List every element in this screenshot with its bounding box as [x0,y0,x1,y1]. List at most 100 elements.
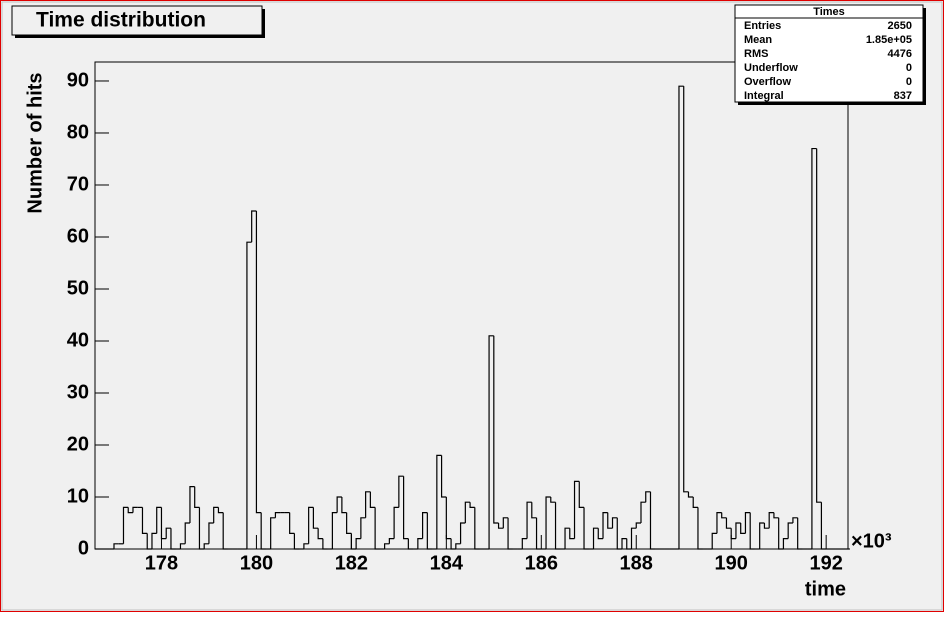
histogram-bin [194,486,200,508]
histogram-bin [369,491,376,508]
stats-value: 0 [906,62,912,74]
histogram-bin [531,502,537,519]
histogram-bin [488,335,494,549]
histogram-bin [578,481,585,508]
histogram-bin [184,522,190,544]
histogram-bin [797,517,803,550]
stats-label: Entries [744,20,781,32]
histogram-bin [436,454,442,549]
histogram-bin [640,501,646,523]
histogram-bin [127,507,133,514]
histogram-bin [312,507,319,529]
histogram-bin [398,475,404,508]
histogram-bin [692,496,698,508]
stats-box [734,4,924,103]
histogram-bin [355,538,361,549]
histogram-bin [270,517,276,549]
stats-label: RMS [744,48,768,60]
histogram-bin [289,512,295,534]
histogram-bin [156,506,162,534]
histogram-bin [493,335,499,524]
histogram-bin [417,538,423,549]
x-tick-label: 192 [809,552,842,574]
stats-value: 2650 [888,20,912,32]
histogram-bin [170,528,176,550]
histogram-bin [678,85,684,549]
histogram-bin [583,507,589,550]
histogram-bin [564,527,570,549]
y-tick-label: 90 [67,69,89,91]
histogram-bin [721,512,727,519]
histogram-bin [450,538,456,550]
histogram-bin [360,517,366,539]
histogram-bin [550,496,556,503]
histogram-bin [763,522,770,529]
histogram-bin [132,506,138,513]
histogram-bin [545,496,551,549]
histogram-bin [217,507,224,514]
histogram-bin [569,528,575,540]
plot-area: 0 10 20 30 40 50 60 70 80 90 178 180 182 184 186 188 190… [67,69,850,574]
y-tick-label: 0 [78,537,89,559]
stats-rows: Entries 2650 Mean 1.85e+05 RMS 4476 Underflow 0… [744,20,912,102]
histogram-bin [554,502,561,550]
y-tick-label: 20 [67,433,89,455]
histogram-bin [293,533,300,550]
histogram-bin [787,522,793,539]
histogram-bin [317,528,323,540]
x-tick-label: 182 [335,552,368,574]
histogram-bin [198,507,205,550]
y-tick-label: 40 [67,329,89,351]
histogram-bin [683,86,689,493]
histogram-bin [744,511,751,534]
histogram-bin [426,512,433,550]
histogram-bin [403,476,409,540]
histogram-bin [160,507,167,540]
histogram-bin [208,522,214,544]
histogram-bin [507,517,513,550]
stats-value: 4476 [888,48,912,60]
y-tick-label: 60 [67,225,89,247]
histogram-bin [811,147,817,549]
histogram-bin [725,517,732,529]
histogram-bin [151,532,157,549]
stats-value: 0 [906,76,912,88]
histogram-bin [113,543,119,549]
histogram-bin [384,543,390,549]
x-tick-label: 186 [525,552,558,574]
histogram-bin [440,455,447,498]
histogram-bin [459,522,466,544]
histogram-bin [203,543,209,549]
histogram-bin [251,210,257,243]
histogram-bin [645,491,651,503]
histogram-bin [740,522,746,534]
histogram-bin [592,527,599,549]
histogram-bin [274,511,281,518]
histogram-bin [165,527,171,539]
stats-value: 837 [894,90,912,102]
histogram-bin [350,533,357,550]
histogram-bin [768,511,774,529]
stats-title: Times [813,6,845,18]
histogram-bin [621,538,627,549]
histogram-bin [716,511,722,534]
title-box [11,5,263,36]
histogram-bin [778,517,784,550]
histogram-bin [255,210,262,514]
histogram-bin [336,496,342,513]
histogram-bin [388,538,395,544]
histogram-bin [649,491,656,550]
histogram-bin [749,512,755,550]
histogram-bin [526,501,532,539]
histogram-bin [464,501,471,523]
histogram-bin [346,512,352,534]
x-tick-label: 180 [240,552,273,574]
y-tick-label: 80 [67,121,89,143]
histogram-bin [616,517,623,550]
histogram-bin [792,517,798,523]
y-axis-label: Number of hits [24,72,46,213]
histogram-bin [308,506,314,544]
